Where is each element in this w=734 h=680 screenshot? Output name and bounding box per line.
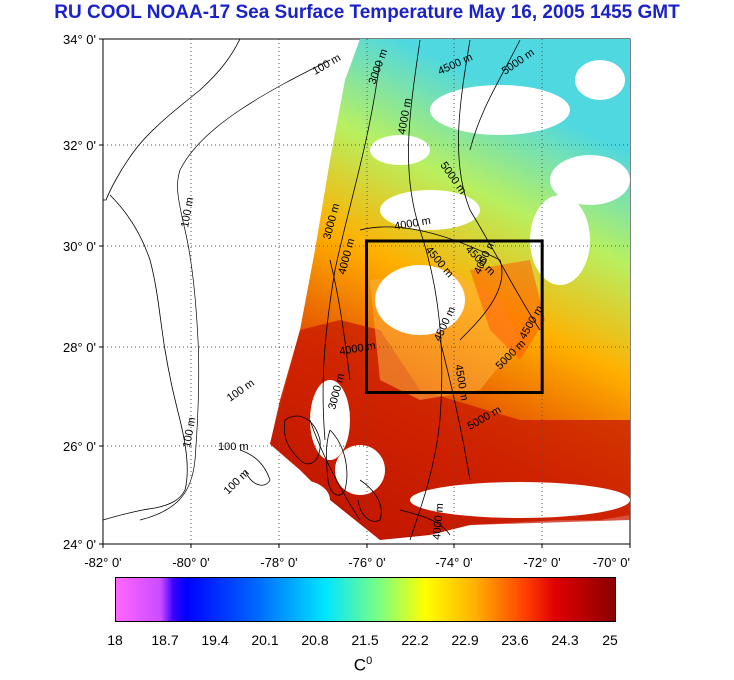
- lon-tick-label: -82° 0': [84, 555, 121, 570]
- colorbar-tick-label: 22.9: [451, 632, 479, 648]
- lat-tick-label: 24° 0': [63, 537, 96, 552]
- lat-tick-label: 32° 0': [63, 138, 96, 153]
- colorbar-tick-label: 20.8: [301, 632, 329, 648]
- units-superscript: 0: [366, 655, 373, 667]
- sst-warm-ring: [470, 260, 545, 360]
- map-title: RU COOL NOAA-17 Sea Surface Temperature …: [54, 2, 680, 23]
- contour-label: 100 m: [218, 441, 249, 453]
- latitude-labels: 34° 0' 32° 0' 30° 0' 28° 0' 26° 0' 24° 0…: [63, 32, 96, 552]
- lon-tick-label: -80° 0': [172, 555, 209, 570]
- temperature-colorbar: [115, 577, 616, 622]
- colorbar-tick-label: 21.5: [351, 632, 379, 648]
- lon-tick-label: -70° 0': [593, 555, 630, 570]
- lat-tick-label: 28° 0': [63, 340, 96, 355]
- colorbar-tick-label: 20.1: [251, 632, 279, 648]
- longitude-labels: -82° 0' -80° 0' -78° 0' -76° 0' -74° 0' …: [84, 555, 630, 570]
- lon-tick-label: -76° 0': [348, 555, 385, 570]
- colorbar-tick-label: 22.2: [401, 632, 429, 648]
- us-coastline: [103, 39, 241, 521]
- contour-label: 4000 m: [431, 503, 446, 541]
- colorbar-tick-label: 25: [602, 632, 618, 648]
- colorbar-tick-label: 24.3: [551, 632, 579, 648]
- units-text: C: [353, 655, 367, 675]
- colorbar-tick-label: 18.7: [151, 632, 179, 648]
- study-region-box: [365, 239, 544, 394]
- cloud-mask: [270, 60, 630, 520]
- lon-tick-label: -72° 0': [523, 555, 560, 570]
- colorbar-tick-label: 23.6: [501, 632, 529, 648]
- bathymetry-contours: [309, 39, 541, 541]
- coordinate-grid: [103, 39, 630, 544]
- axis-ticks: [99, 38, 631, 548]
- lat-tick-label: 26° 0': [63, 439, 96, 454]
- lat-tick-label: 30° 0': [63, 239, 96, 254]
- lat-tick-label: 34° 0': [63, 32, 96, 47]
- lon-tick-label: -78° 0': [260, 555, 297, 570]
- contour-label: 100 m: [181, 416, 198, 448]
- colorbar-tick-label: 19.4: [201, 632, 229, 648]
- colorbar-units: C0: [354, 655, 372, 676]
- colorbar-tick-label: 18: [107, 632, 123, 648]
- isobath-100m: [139, 59, 331, 521]
- contour-label: 100 m: [179, 196, 196, 228]
- lon-tick-label: -74° 0': [435, 555, 472, 570]
- bahamas-islands: [239, 415, 451, 536]
